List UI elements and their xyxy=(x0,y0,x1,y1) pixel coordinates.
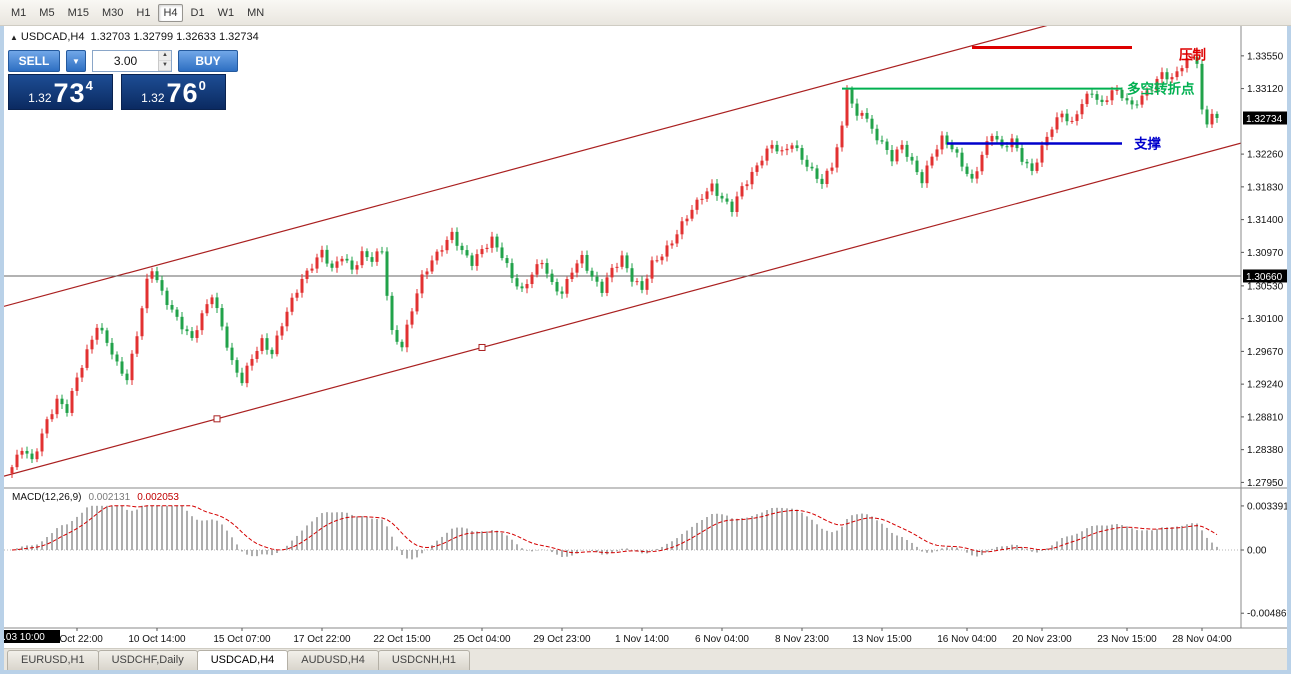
time-axis-label: 28 Nov 04:00 xyxy=(1172,634,1232,645)
timeframe-button-m30[interactable]: M30 xyxy=(101,6,124,19)
time-axis-label: 13 Nov 15:00 xyxy=(852,634,912,645)
volume-increase-button[interactable]: ▲ xyxy=(159,51,171,61)
macd-pane[interactable] xyxy=(4,505,1241,560)
support-label: 支撑 xyxy=(1133,135,1162,151)
timeframe-button-m5[interactable]: M5 xyxy=(39,6,55,19)
candlestick-series xyxy=(10,52,1219,478)
tab-usdcad-h4[interactable]: USDCAD,H4 xyxy=(196,650,289,670)
first-bar-time-box xyxy=(4,630,60,643)
time-axis-label: 20 Nov 23:00 xyxy=(1012,634,1072,645)
tab-usdcnh-h1[interactable]: USDCNH,H1 xyxy=(377,650,471,670)
time-axis-label: 8 Nov 23:00 xyxy=(775,634,829,645)
time-axis-label: 5 Oct 22:00 xyxy=(51,634,103,645)
timeframe-button-h4[interactable]: H4 xyxy=(158,3,183,22)
time-axis-label: 29 Oct 23:00 xyxy=(533,634,591,645)
price-axis-label: 1.28810 xyxy=(1247,412,1284,423)
chevron-down-icon: ▼ xyxy=(72,56,80,66)
macd-main-value: 0.002131 xyxy=(88,492,131,503)
tab-eurusd-h1[interactable]: EURUSD,H1 xyxy=(7,650,99,670)
sell-button[interactable]: SELL xyxy=(8,50,60,72)
price-axis-label: 1.27950 xyxy=(1247,478,1284,489)
time-axis-label: 16 Nov 04:00 xyxy=(937,634,997,645)
price-axis-label: 1.28380 xyxy=(1247,445,1284,456)
timeframe-toolbar: M1 M5 M15 M30 H1 H4 D1 W1 MN xyxy=(0,0,1291,26)
volume-value[interactable]: 3.00 xyxy=(113,54,138,68)
time-axis-label: 1 Nov 14:00 xyxy=(615,634,669,645)
macd-signal-line xyxy=(11,505,1218,554)
buy-price-big-digits: 76 xyxy=(166,78,199,108)
tab-audusd-h4[interactable]: AUDUSD,H4 xyxy=(287,650,379,670)
price-pane[interactable] xyxy=(4,26,1241,478)
timeframe-button-m15[interactable]: M15 xyxy=(67,6,89,19)
chart-area: 压制多空转折点支撑 1.33550 1.33120 1.32260 1.31830 1.3… xyxy=(4,26,1287,648)
price-axis-label: 1.31830 xyxy=(1247,182,1284,193)
buy-price-display[interactable]: 1.32 76 0 xyxy=(121,74,226,110)
macd-axis-label: -0.004862 xyxy=(1247,609,1287,620)
price-axis-label: 1.30530 xyxy=(1247,281,1284,292)
chart-shift-marker-icon: ▲ xyxy=(10,33,18,42)
chart-tabs-bar: EURUSD,H1 USDCHF,Daily USDCAD,H4 AUDUSD,H4 U… xyxy=(4,648,1287,670)
level-price-box xyxy=(1243,269,1287,283)
sell-price-prefix: 1.32 xyxy=(28,91,52,105)
one-click-trading-panel: SELL ▼ 3.00 ▲ ▼ BUY 1.32 73 4 xyxy=(8,50,238,110)
timeframe-button-h1[interactable]: H1 xyxy=(136,6,151,19)
timeframe-button-mn[interactable]: MN xyxy=(247,6,265,19)
time-axis-label: 17 Oct 22:00 xyxy=(293,634,351,645)
macd-axis-label: 0.003391 xyxy=(1247,501,1287,512)
macd-axis-label: 0.00 xyxy=(1247,546,1267,557)
one-click-menu-button[interactable]: ▼ xyxy=(66,50,86,72)
channel-anchor-handle[interactable] xyxy=(213,415,221,423)
time-axis-label: 6 Nov 04:00 xyxy=(695,634,749,645)
channel-anchor-handle[interactable] xyxy=(478,343,486,351)
price-axis-label: 1.32260 xyxy=(1247,150,1284,161)
buy-button[interactable]: BUY xyxy=(178,50,238,72)
svg-text:1.32734: 1.32734 xyxy=(1246,114,1283,125)
current-price-box xyxy=(1243,111,1287,125)
chart-symbol-label: USDCAD,H4 xyxy=(20,31,85,43)
price-axis-label: 1.31400 xyxy=(1247,215,1284,226)
macd-name: MACD(12,26,9) xyxy=(12,492,82,503)
svg-text:1.30660: 1.30660 xyxy=(1246,272,1283,283)
macd-indicator-label: MACD(12,26,9) 0.002131 0.002053 xyxy=(12,492,179,503)
volume-decrease-button[interactable]: ▼ xyxy=(159,61,171,71)
time-axis-label: 22 Oct 15:00 xyxy=(373,634,431,645)
time-axis-label: 25 Oct 04:00 xyxy=(453,634,511,645)
resistance-label: 压制 xyxy=(1179,46,1206,62)
chart-ohlc-values: 1.32703 1.32799 1.32633 1.32734 xyxy=(90,31,259,43)
tab-usdchf-daily[interactable]: USDCHF,Daily xyxy=(97,650,198,670)
sell-price-display[interactable]: 1.32 73 4 xyxy=(8,74,113,110)
price-axis-label: 1.30100 xyxy=(1247,314,1284,325)
first-bar-time-label: 10.03 10:00 xyxy=(4,632,45,643)
price-axis-label: 1.29240 xyxy=(1247,380,1284,391)
timeframe-button-d1[interactable]: D1 xyxy=(190,6,205,19)
time-axis-label: 15 Oct 07:00 xyxy=(213,634,271,645)
price-axis-label: 1.29670 xyxy=(1247,347,1284,358)
buy-price-prefix: 1.32 xyxy=(141,91,165,105)
macd-signal-value: 0.002053 xyxy=(137,492,179,503)
timeframe-button-m1[interactable]: M1 xyxy=(11,6,27,19)
buy-price-pip-digit: 0 xyxy=(198,78,206,93)
volume-field[interactable]: 3.00 ▲ ▼ xyxy=(92,50,172,72)
channel-upper-line[interactable] xyxy=(4,26,1241,307)
time-axis-label: 10 Oct 14:00 xyxy=(128,634,186,645)
volume-spinner: ▲ ▼ xyxy=(158,51,171,71)
sell-price-pip-digit: 4 xyxy=(85,78,93,93)
pivot-label: 多空转折点 xyxy=(1127,81,1195,97)
timeframe-button-w1[interactable]: W1 xyxy=(217,6,235,19)
price-axis-label: 1.30970 xyxy=(1247,248,1284,259)
time-axis-label: 23 Nov 15:00 xyxy=(1097,634,1157,645)
chart-title: ▲ USDCAD,H4 1.32703 1.32799 1.32633 1.3273… xyxy=(10,31,259,43)
channel-lower-line[interactable] xyxy=(4,142,1241,477)
price-axis-label: 1.33550 xyxy=(1247,51,1284,62)
sell-price-big-digits: 73 xyxy=(53,78,86,108)
macd-histogram xyxy=(16,505,1218,560)
price-axis-label: 1.33120 xyxy=(1247,84,1284,95)
